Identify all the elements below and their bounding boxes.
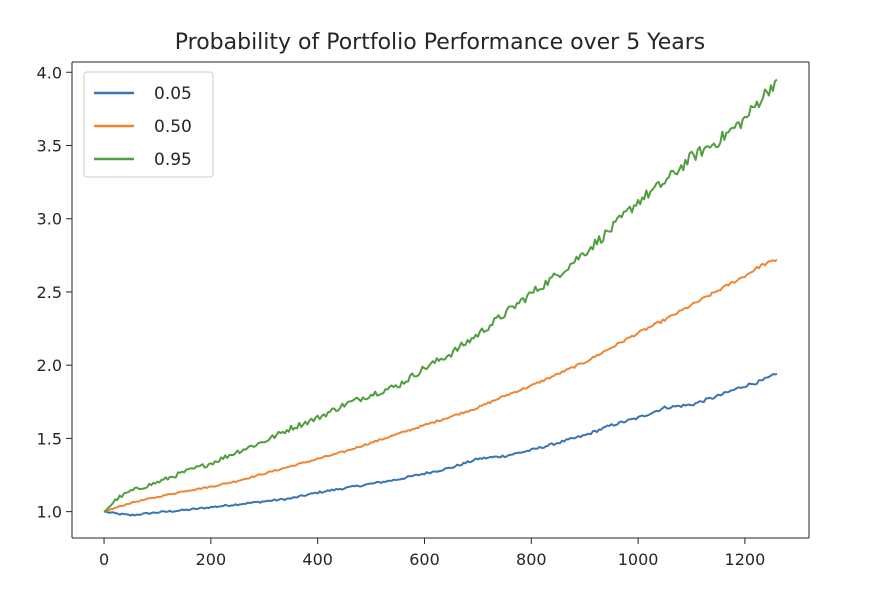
x-tick-label: 1200	[725, 550, 766, 569]
x-tick-label: 400	[302, 550, 333, 569]
legend-label: 0.05	[154, 84, 192, 104]
x-tick-label: 0	[99, 550, 109, 569]
y-axis-ticks: 1.0 1.5 2.0 2.5 3.0 3.5 4.0	[37, 63, 72, 522]
series-line-0-50	[103, 258, 778, 513]
legend-label: 0.95	[154, 150, 192, 170]
x-axis-ticks: 0 200 400 600 800 1000 1200	[99, 538, 765, 569]
y-tick-label: 1.0	[37, 503, 62, 522]
legend: 0.05 0.50 0.95	[83, 71, 214, 178]
y-tick-label: 4.0	[37, 63, 62, 82]
series-layer	[103, 78, 778, 517]
x-tick-label: 600	[409, 550, 440, 569]
x-tick-label: 800	[516, 550, 547, 569]
chart-title: Probability of Portfolio Performance ove…	[175, 30, 705, 55]
y-tick-label: 2.0	[37, 356, 62, 375]
legend-label: 0.50	[154, 117, 192, 137]
y-tick-label: 1.5	[37, 429, 62, 448]
y-tick-label: 3.5	[37, 136, 62, 155]
x-tick-label: 1000	[618, 550, 659, 569]
axes-frame	[71, 61, 810, 539]
x-tick-label: 200	[196, 550, 227, 569]
y-tick-label: 3.0	[37, 210, 62, 229]
series-line-0-95	[103, 78, 778, 513]
y-tick-label: 2.5	[37, 283, 62, 302]
legend-box	[83, 71, 214, 178]
series-line-0-05	[103, 372, 778, 517]
